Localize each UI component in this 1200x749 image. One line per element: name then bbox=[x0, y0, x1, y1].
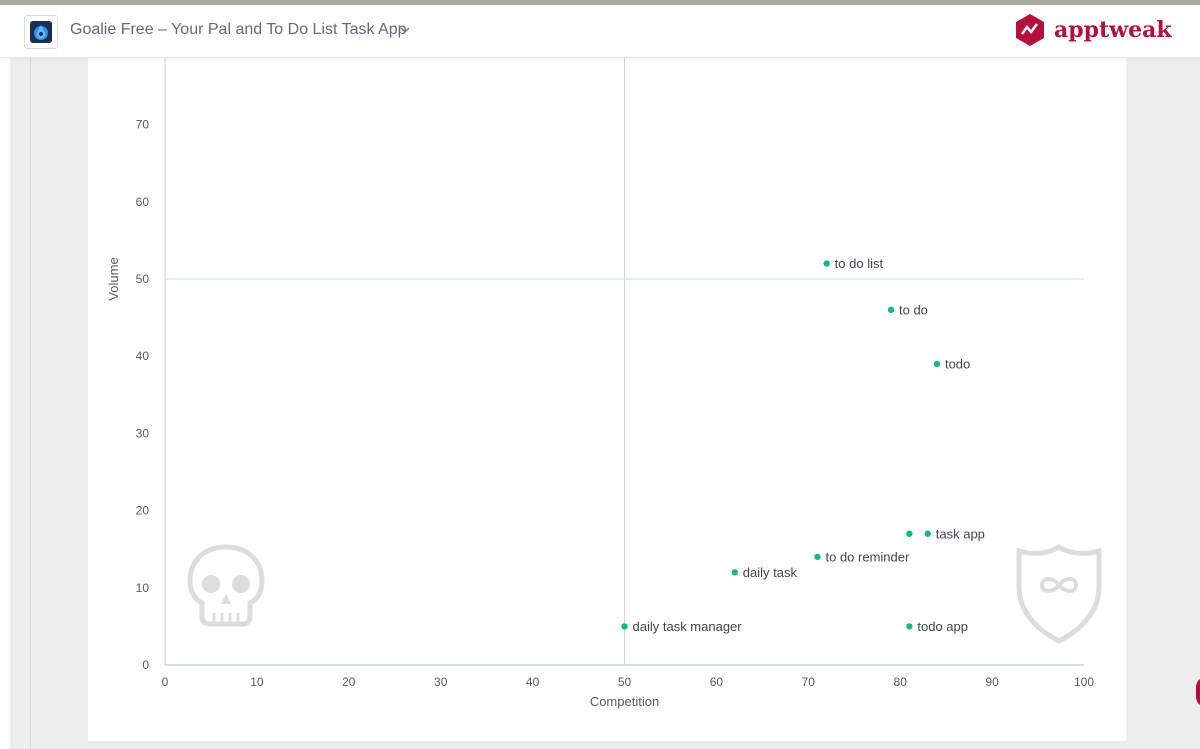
x-tick-label: 50 bbox=[618, 675, 632, 689]
shield-infinity-icon bbox=[1016, 544, 1102, 644]
x-tick-label: 100 bbox=[1074, 675, 1094, 689]
x-tick-label: 80 bbox=[894, 675, 908, 689]
y-tick-label: 10 bbox=[136, 581, 150, 595]
data-point-label: to do list bbox=[835, 256, 884, 271]
x-tick-label: 40 bbox=[526, 675, 540, 689]
x-tick-label: 0 bbox=[162, 675, 169, 689]
app-icon-image bbox=[30, 21, 52, 43]
data-point[interactable] bbox=[731, 569, 738, 576]
chart-grid bbox=[164, 57, 1084, 666]
page-divider bbox=[30, 57, 31, 749]
data-point[interactable] bbox=[933, 360, 941, 368]
data-point-label: daily task manager bbox=[633, 619, 743, 634]
chart-card bbox=[88, 57, 1126, 741]
water-drop-icon bbox=[34, 25, 48, 40]
y-tick-label: 0 bbox=[142, 658, 149, 672]
data-point-label: task app bbox=[936, 526, 985, 541]
data-point[interactable] bbox=[814, 553, 821, 561]
data-point[interactable] bbox=[924, 530, 931, 537]
y-tick-label: 50 bbox=[136, 272, 150, 286]
data-point[interactable] bbox=[823, 260, 830, 267]
x-axis-label: Competition bbox=[590, 694, 659, 709]
y-axis-label: Volume bbox=[106, 257, 121, 300]
x-tick-label: 90 bbox=[985, 675, 999, 689]
y-tick-label: 60 bbox=[136, 195, 150, 209]
window-top-strip bbox=[0, 0, 1200, 5]
data-point-label: todo app bbox=[917, 619, 968, 634]
data-point[interactable] bbox=[906, 623, 913, 630]
skull-icon bbox=[187, 544, 265, 627]
x-tick-label: 60 bbox=[710, 675, 724, 689]
x-tick-label: 70 bbox=[802, 675, 816, 689]
data-point[interactable] bbox=[887, 306, 895, 314]
data-points: to do list to do todo task app to do reminde… bbox=[621, 256, 985, 634]
brand-name: apptweak bbox=[1054, 17, 1172, 43]
x-tick-label: 20 bbox=[342, 675, 356, 689]
app-title[interactable]: Goalie Free – Your Pal and To Do List Ta… bbox=[70, 21, 407, 38]
data-point-label: to do bbox=[899, 302, 928, 317]
x-tick-label: 30 bbox=[434, 675, 448, 689]
help-chat-button[interactable] bbox=[1196, 677, 1200, 707]
data-point-label: to do reminder bbox=[825, 549, 909, 564]
apptweak-logo-icon bbox=[1016, 14, 1044, 46]
app-icon[interactable] bbox=[24, 15, 58, 49]
y-tick-labels: 0 10 20 30 40 50 60 70 bbox=[136, 118, 150, 672]
app-header: Goalie Free – Your Pal and To Do List Ta… bbox=[0, 5, 1200, 58]
x-tick-label: 10 bbox=[250, 675, 264, 689]
brand-logo[interactable]: apptweak bbox=[1014, 13, 1184, 47]
data-point-label: daily task bbox=[743, 565, 798, 580]
chevron-down-icon[interactable] bbox=[398, 23, 412, 37]
y-tick-label: 70 bbox=[136, 118, 150, 132]
y-tick-label: 40 bbox=[136, 349, 150, 363]
x-tick-labels: 0 10 20 30 40 50 60 70 80 90 100 bbox=[162, 675, 1095, 689]
data-point[interactable] bbox=[621, 623, 628, 630]
chart-icons bbox=[187, 544, 1102, 644]
data-point[interactable] bbox=[906, 530, 913, 537]
y-tick-label: 30 bbox=[136, 426, 150, 440]
data-point-label: todo bbox=[945, 356, 970, 371]
y-tick-label: 20 bbox=[136, 504, 150, 518]
